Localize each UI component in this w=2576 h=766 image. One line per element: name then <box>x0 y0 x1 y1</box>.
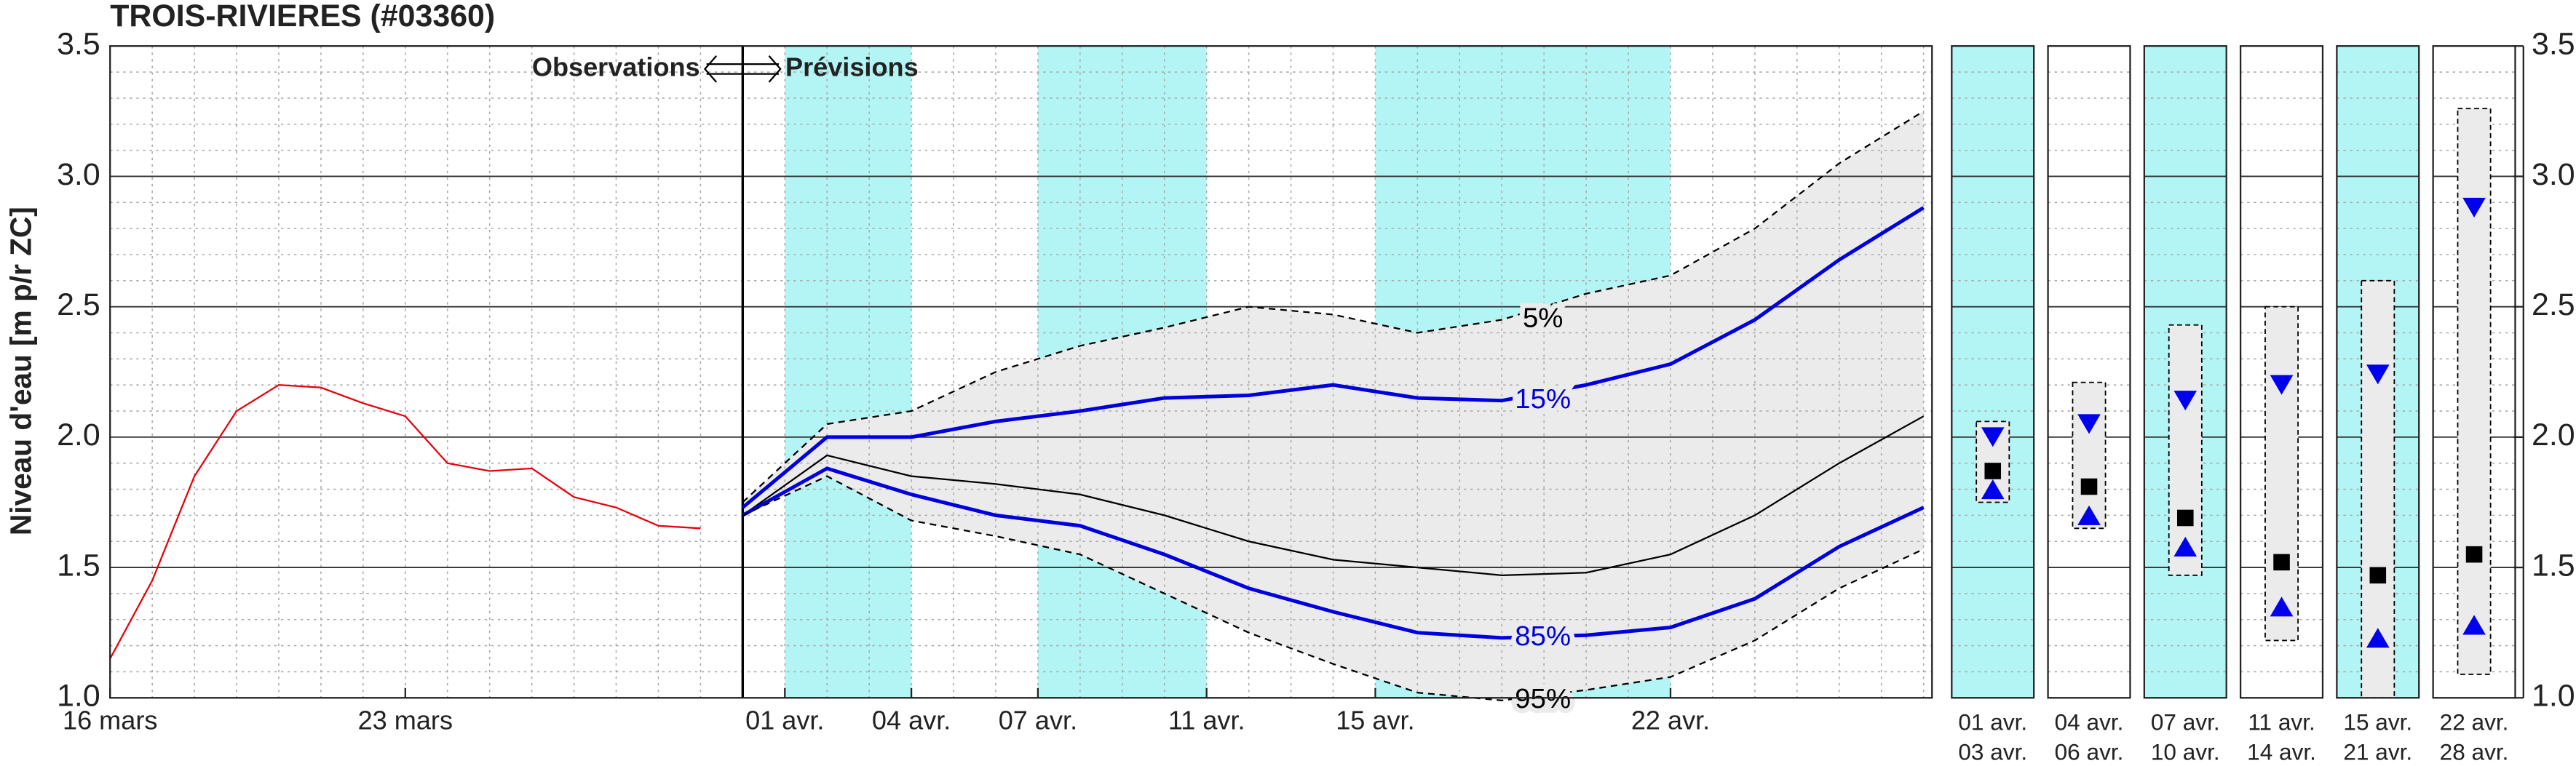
range-box <box>2072 381 2107 530</box>
y-tick-label: 3.0 <box>57 157 100 192</box>
period-start: 07 avr. <box>2151 709 2220 735</box>
panel-frame <box>2336 45 2420 699</box>
y-tick-label: 3.5 <box>57 27 100 62</box>
median-marker <box>2080 478 2098 495</box>
panel-bg <box>1951 46 2034 698</box>
period-end: 28 avr. <box>2440 738 2509 765</box>
period-start: 15 avr. <box>2343 709 2412 735</box>
x-tick-label: 22 avr. <box>1631 706 1710 735</box>
series-line <box>741 206 1925 509</box>
series-label: 85% <box>1515 621 1571 652</box>
p15-marker <box>2270 375 2294 395</box>
period-end: 21 avr. <box>2343 738 2412 765</box>
x-tick-label: 16 mars <box>63 706 157 735</box>
p85-marker <box>2462 615 2486 635</box>
series-label: 95% <box>1515 683 1571 714</box>
panel-frame <box>2432 45 2516 699</box>
median-marker <box>2369 567 2387 584</box>
x-tick-label: 11 avr. <box>1168 706 1245 735</box>
x-tick-label: 23 mars <box>358 706 453 735</box>
p85-marker <box>2173 536 2197 556</box>
median-marker <box>2176 509 2194 527</box>
median-marker <box>2465 546 2483 563</box>
p85-marker <box>2366 628 2390 648</box>
panel-frame <box>2239 45 2324 699</box>
shaded-period <box>785 46 912 698</box>
period-end: 06 avr. <box>2055 738 2124 765</box>
period-start: 04 avr. <box>2055 709 2124 735</box>
y-tick-label: 1.5 <box>57 548 100 583</box>
y2-tick-label: 3.0 <box>2532 157 2575 192</box>
median-marker <box>2273 554 2290 571</box>
range-box <box>2168 324 2203 576</box>
series-line <box>109 384 701 660</box>
period-start: 01 avr. <box>1958 709 2027 735</box>
median-marker <box>1984 463 2002 479</box>
y2-tick-label: 3.5 <box>2532 27 2575 62</box>
series-line <box>742 466 1925 640</box>
y-axis-label: Niveau d'eau [m p/r ZC] <box>4 207 37 535</box>
y2-tick-label: 1.0 <box>2532 679 2575 714</box>
series-label: 15% <box>1515 383 1571 415</box>
plot-frame <box>109 45 1933 699</box>
series-line <box>742 475 1925 702</box>
panel-frame <box>1951 45 2035 699</box>
p15-marker <box>2173 391 2197 411</box>
x-tick-label: 01 avr. <box>745 706 824 735</box>
panel-frame <box>2047 45 2131 699</box>
y2-tick-label: 2.0 <box>2532 418 2575 452</box>
y2-tick-label: 2.5 <box>2532 287 2575 322</box>
p85-marker <box>2077 505 2101 525</box>
p85-marker <box>2270 597 2294 617</box>
y-tick-label: 2.5 <box>57 287 100 322</box>
series-line <box>742 415 1925 576</box>
period-end: 03 avr. <box>1958 738 2027 765</box>
range-box <box>2264 306 2299 642</box>
period-end: 14 avr. <box>2247 738 2316 765</box>
period-start: 22 avr. <box>2440 709 2509 735</box>
y-tick-label: 1.0 <box>57 679 100 714</box>
x-tick-label: 15 avr. <box>1336 706 1414 735</box>
period-start: 11 avr. <box>2248 709 2315 735</box>
x-tick-label: 04 avr. <box>872 706 951 735</box>
series-line <box>742 110 1925 503</box>
p15-marker <box>2366 364 2390 385</box>
annotation: Observations <box>532 52 700 81</box>
y2-tick-label: 1.5 <box>2532 548 2575 583</box>
period-end: 10 avr. <box>2151 738 2220 765</box>
y-tick-label: 2.0 <box>57 418 100 452</box>
panel-bg <box>2048 46 2131 698</box>
series-label: 5% <box>1523 303 1563 334</box>
annotation: Prévisions <box>785 52 919 81</box>
p85-marker <box>1981 479 2005 500</box>
range-box <box>2457 108 2492 675</box>
x-tick-label: 07 avr. <box>999 706 1077 735</box>
p15-marker <box>2462 197 2486 218</box>
panel-frame <box>2143 45 2227 699</box>
chart-title: TROIS-RIVIERES (#03360) <box>110 0 495 33</box>
p15-marker <box>1981 427 2005 447</box>
p15-marker <box>2077 414 2101 434</box>
arrow <box>703 55 782 83</box>
